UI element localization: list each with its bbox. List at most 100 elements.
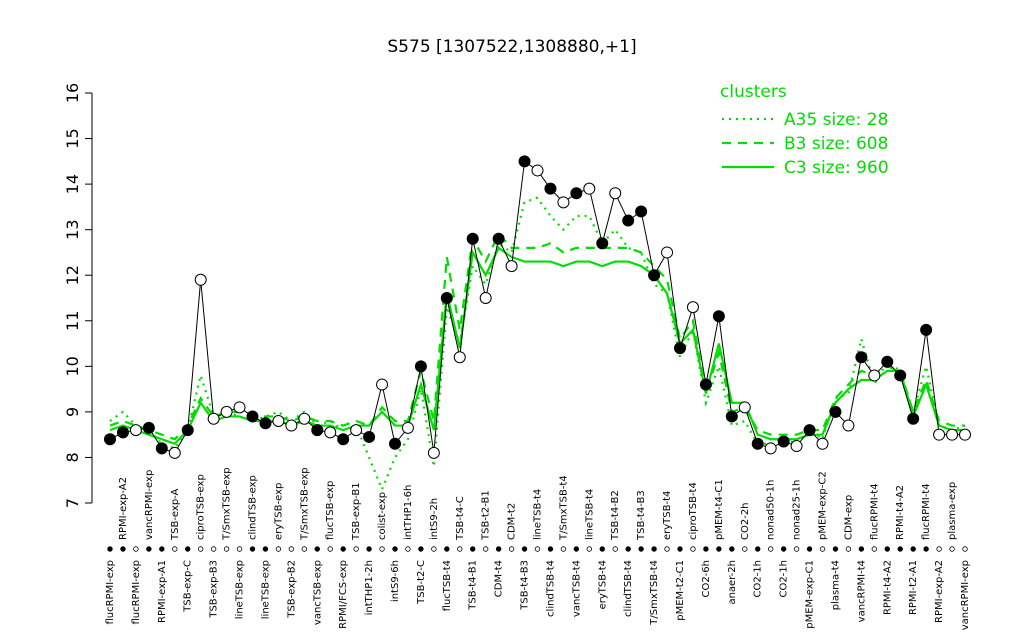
x-tick-label: lineTSB-exp bbox=[235, 560, 246, 619]
x-tick-label: RPMI-exp-A2 bbox=[118, 477, 129, 540]
rug-dot bbox=[560, 546, 567, 552]
rug-dot bbox=[353, 546, 359, 552]
y-tick-label: 16 bbox=[63, 83, 82, 103]
x-tick-label: RPMI-exp-A1 bbox=[157, 560, 168, 623]
x-tick-label: CDM-t4 bbox=[494, 560, 505, 597]
rug-dot bbox=[677, 546, 683, 552]
data-point bbox=[350, 424, 363, 437]
x-tick-label: TSB-exp-B1 bbox=[351, 482, 362, 541]
x-tick-label: clindTSB-exp bbox=[248, 475, 259, 540]
rug-dot bbox=[703, 546, 709, 552]
data-point bbox=[583, 182, 596, 195]
rug-dot bbox=[120, 546, 126, 552]
data-point bbox=[142, 421, 155, 434]
rug-dot bbox=[210, 546, 217, 552]
data-point bbox=[181, 424, 194, 437]
data-point bbox=[881, 355, 894, 368]
data-point bbox=[764, 442, 777, 455]
x-tick-label: flucRPMI-exp bbox=[131, 560, 142, 625]
rug-dot bbox=[405, 546, 411, 552]
rug-dot bbox=[418, 546, 424, 552]
rug-dot bbox=[521, 546, 528, 552]
x-tick-label: CDM-exp bbox=[843, 495, 854, 540]
x-tick-label: TSB-t2-C bbox=[416, 560, 427, 605]
x-tick-label: vancTSB-t4 bbox=[571, 560, 582, 617]
x-tick-label: lineTSB-exp bbox=[260, 560, 271, 619]
x-tick-label: T/SmxTSB-t4 bbox=[558, 475, 569, 541]
rug-dot bbox=[858, 546, 865, 552]
rug-dot bbox=[638, 546, 644, 552]
data-point bbox=[596, 237, 609, 250]
x-tick-label: lineTSB-t4 bbox=[533, 489, 544, 540]
x-tick-label: RPMI-t4-A2 bbox=[882, 560, 893, 615]
rug-dot bbox=[716, 546, 722, 552]
data-point bbox=[518, 155, 531, 168]
rug-dot bbox=[470, 546, 476, 552]
data-point bbox=[453, 351, 466, 364]
data-point bbox=[363, 430, 376, 443]
x-tick-label: vancRPMI-exp bbox=[144, 470, 155, 540]
data-point bbox=[401, 421, 414, 434]
data-point bbox=[751, 437, 764, 450]
data-point bbox=[492, 232, 505, 245]
x-tick-label: eryTSB-t4 bbox=[662, 491, 673, 540]
x-tick-label: CO2-2h bbox=[740, 502, 751, 540]
data-point bbox=[337, 433, 350, 446]
data-point bbox=[207, 412, 220, 425]
y-tick-label: 11 bbox=[63, 311, 82, 331]
rug-dot bbox=[793, 546, 800, 552]
x-tick-label: eryTSB-exp bbox=[273, 483, 284, 540]
rug-dot bbox=[508, 546, 515, 552]
x-tick-label: pMEM-exp-C2 bbox=[818, 471, 829, 540]
rug-dot bbox=[133, 546, 139, 552]
rug-dot bbox=[923, 546, 929, 552]
x-tick-label: pMEM-t2-C1 bbox=[675, 560, 686, 621]
x-tick-label: CO2-6h bbox=[701, 560, 712, 598]
x-tick-label: ciproTSB-exp bbox=[196, 474, 207, 540]
rug-dot bbox=[651, 546, 657, 552]
rug-dot bbox=[197, 546, 204, 552]
x-tick-label: TSB-exp-A bbox=[170, 488, 181, 541]
x-tick-label: CO2-1h bbox=[753, 560, 764, 598]
x-tick-label: RPMI-exp-A2 bbox=[934, 560, 945, 623]
rug-dot bbox=[936, 546, 942, 552]
rug-dot bbox=[431, 546, 437, 552]
x-tick-label: vancTSB-exp bbox=[312, 560, 323, 625]
data-point bbox=[868, 369, 881, 382]
legend-label: A35 size: 28 bbox=[784, 110, 888, 130]
data-point bbox=[622, 214, 635, 227]
x-tick-label: RPMI-t4-A2 bbox=[895, 485, 906, 540]
rug-dot bbox=[482, 546, 489, 552]
x-tick-label: pMEM-t4-C1 bbox=[714, 479, 725, 540]
data-point bbox=[686, 301, 699, 314]
x-tick-label: TSB-t4-C bbox=[455, 496, 466, 541]
rug-dot bbox=[962, 546, 968, 552]
x-tick-label: TSB-exp-B3 bbox=[209, 560, 220, 619]
rug-dot bbox=[107, 546, 113, 552]
data-point bbox=[609, 187, 622, 200]
data-point bbox=[648, 269, 661, 282]
data-point bbox=[233, 401, 246, 414]
x-tick-label: RPMI-t2-A1 bbox=[908, 560, 919, 615]
x-tick-label: colist-exp bbox=[377, 492, 388, 540]
y-tick-label: 14 bbox=[63, 174, 82, 194]
chart-title: S575 [1307522,1308880,+1] bbox=[387, 37, 636, 57]
data-point bbox=[907, 412, 920, 425]
x-tick-label: pMEM-exp-C1 bbox=[805, 560, 816, 629]
rug-dot bbox=[392, 546, 398, 552]
data-point bbox=[479, 292, 492, 304]
y-tick-label: 12 bbox=[63, 265, 82, 285]
y-tick-label: 10 bbox=[63, 356, 82, 376]
data-point bbox=[570, 187, 583, 200]
rug-dot bbox=[379, 546, 385, 552]
rug-dot bbox=[301, 546, 308, 552]
x-tick-label: ciproTSB-t4 bbox=[688, 482, 699, 540]
legend-label: B3 size: 608 bbox=[784, 134, 888, 154]
data-point bbox=[946, 428, 959, 441]
x-tick-label: intS9-6h bbox=[390, 560, 401, 602]
x-tick-label: RPMI/FCS-exp bbox=[338, 560, 349, 629]
rug-dot bbox=[249, 546, 256, 552]
data-point bbox=[440, 292, 453, 304]
rug-dot bbox=[547, 546, 554, 552]
rug-dot bbox=[755, 546, 761, 552]
